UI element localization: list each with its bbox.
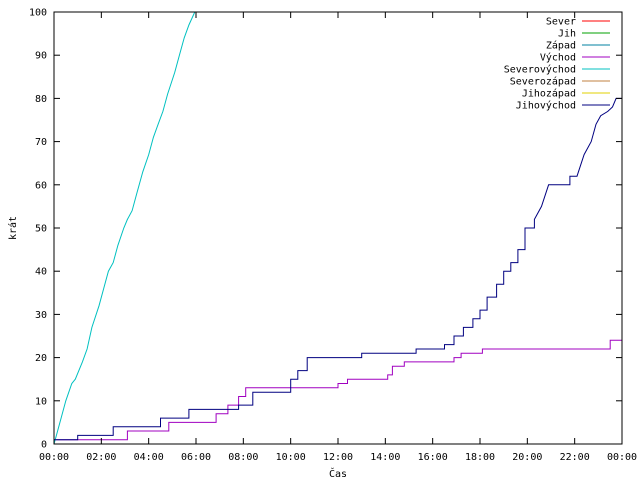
legend-label: Jihovýchod — [516, 100, 576, 112]
y-tick-label: 40 — [35, 267, 47, 278]
y-tick-label: 30 — [35, 310, 47, 321]
x-tick-label: 00:00 — [607, 452, 637, 463]
y-tick-label: 90 — [35, 51, 47, 62]
x-tick-label: 10:00 — [276, 452, 306, 463]
x-tick-label: 08:00 — [228, 452, 258, 463]
x-tick-label: 02:00 — [86, 452, 116, 463]
ticks-layer: 0 10 20 30 40 50 60 70 80 90 100 00:00 02:00 04:00 06:… — [29, 8, 637, 464]
x-tick-label: 14:00 — [370, 452, 400, 463]
x-axis-label: Čas — [329, 467, 347, 480]
series-line — [54, 339, 622, 441]
x-tick-label: 20:00 — [512, 452, 542, 463]
x-tick-label: 00:00 — [39, 452, 69, 463]
y-tick-label: 100 — [29, 8, 47, 19]
y-tick-label: 20 — [35, 353, 47, 364]
y-tick-label: 50 — [35, 224, 47, 235]
legend-label: Západ — [546, 40, 576, 52]
y-tick-label: 10 — [35, 396, 47, 407]
x-tick-label: 18:00 — [465, 452, 495, 463]
series-layer — [53, 11, 622, 445]
y-tick-label: 70 — [35, 137, 47, 148]
series-line — [54, 97, 622, 441]
x-tick-label: 12:00 — [323, 452, 353, 463]
series-line — [53, 11, 196, 445]
y-tick-label: 60 — [35, 180, 47, 191]
x-tick-label: 04:00 — [134, 452, 164, 463]
legend-label: Jih — [558, 29, 576, 40]
legend-label: Sever — [546, 17, 576, 28]
x-tick-label: 16:00 — [418, 452, 448, 463]
legend-label: Severovýchod — [504, 64, 576, 76]
legend-label: Severozápad — [510, 76, 576, 88]
x-tick-label: 06:00 — [181, 452, 211, 463]
y-tick-label: 80 — [35, 94, 47, 105]
x-tick-label: 22:00 — [560, 452, 590, 463]
legend-label: Východ — [540, 52, 576, 64]
y-tick-label: 0 — [41, 440, 47, 451]
y-axis-label: krát — [7, 216, 19, 240]
legend: SeverJihZápadVýchodSeverovýchodSeverozáp… — [504, 17, 610, 112]
legend-label: Jihozápad — [522, 88, 576, 100]
